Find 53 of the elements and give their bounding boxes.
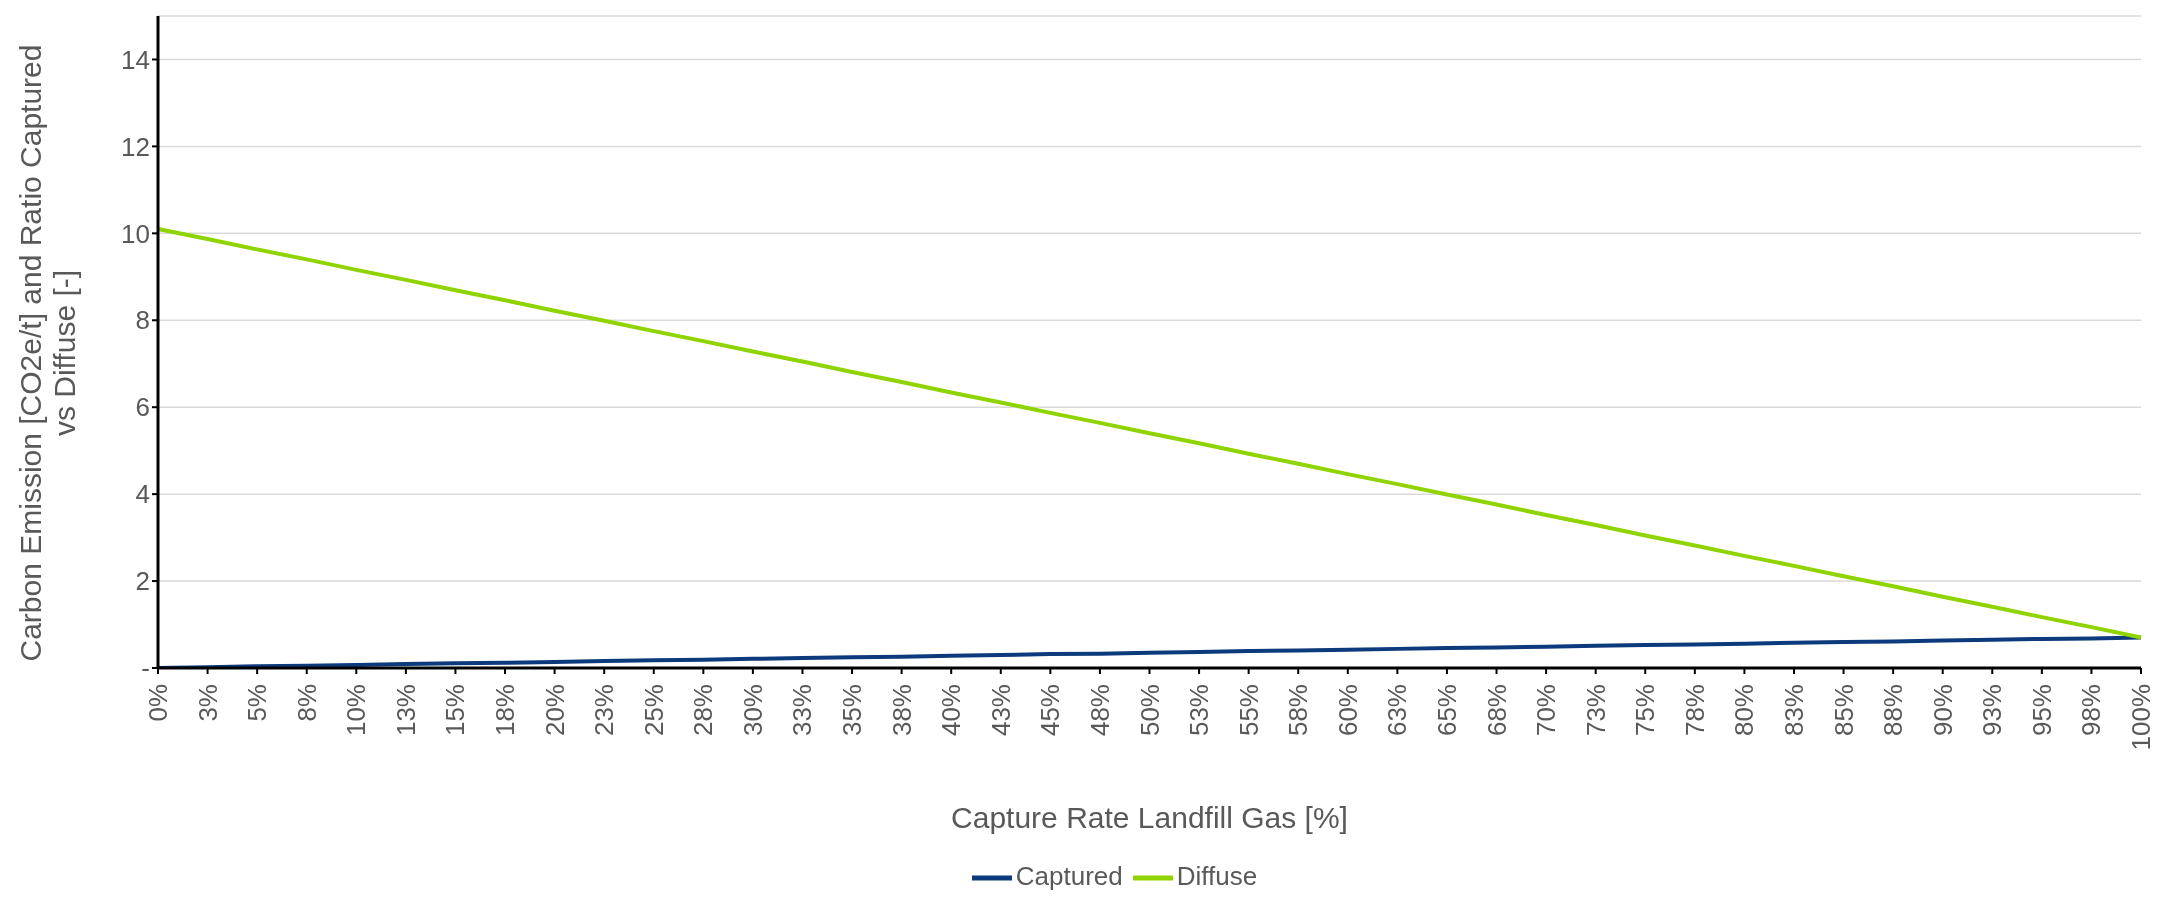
x-tick-label: 80% — [1729, 684, 1760, 737]
x-tick-label: 18% — [490, 684, 521, 737]
x-tick-label: 5% — [242, 684, 273, 722]
x-tick-label: 50% — [1134, 684, 1165, 737]
x-axis-title: Capture Rate Landfill Gas [%] — [951, 801, 1348, 834]
y-axis-title: Carbon Emission [CO2e/t] and Ratio Captured vs Diffuse [-] — [14, 43, 82, 664]
x-tick-label: 60% — [1332, 684, 1363, 737]
x-tick-label: 25% — [638, 684, 669, 737]
y-tick-label: 14 — [121, 44, 150, 75]
x-tick-label: 13% — [390, 684, 421, 737]
y-tick-label: 6 — [135, 392, 150, 423]
x-tick-label: 88% — [1878, 684, 1909, 737]
x-tick-label: 28% — [688, 684, 719, 737]
x-tick-label: 85% — [1828, 684, 1859, 737]
x-tick-label: 15% — [440, 684, 471, 737]
x-tick-label: 90% — [1927, 684, 1958, 737]
x-tick-label: 45% — [1035, 684, 1066, 737]
x-tick-label: 30% — [737, 684, 768, 737]
x-tick-label: 43% — [985, 684, 1016, 737]
x-tick-label: 93% — [1977, 684, 2008, 737]
y-tick-label: - — [141, 653, 150, 684]
x-tick-label: 58% — [1283, 684, 1314, 737]
x-tick-label: 53% — [1184, 684, 1215, 737]
x-tick-label: 55% — [1233, 684, 1264, 737]
x-tick-label: 23% — [589, 684, 620, 737]
x-tick-label: 3% — [192, 684, 223, 722]
x-tick-label: 95% — [2026, 684, 2057, 737]
x-tick-label: 68% — [1481, 684, 1512, 737]
x-tick-label: 65% — [1431, 684, 1462, 737]
x-tick-label: 70% — [1531, 684, 1562, 737]
x-tick-label: 20% — [539, 684, 570, 737]
x-tick-label: 10% — [341, 684, 372, 737]
x-tick-label: 78% — [1679, 684, 1710, 737]
y-tick-label: 2 — [135, 566, 150, 597]
y-tick-label: 10 — [121, 218, 150, 249]
y-tick-label: 8 — [135, 305, 150, 336]
x-tick-label: 8% — [291, 684, 322, 722]
y-tick-label: 12 — [121, 131, 150, 162]
x-tick-label: 38% — [886, 684, 917, 737]
x-tick-label: 98% — [2076, 684, 2107, 737]
legend-label: Captured — [1015, 860, 1123, 891]
x-tick-label: 0% — [143, 684, 173, 722]
legend-label: Diffuse — [1176, 860, 1258, 891]
x-tick-label: 83% — [1778, 684, 1809, 737]
y-tick-label: 4 — [135, 479, 150, 510]
x-tick-label: 40% — [936, 684, 967, 737]
x-tick-label: 33% — [787, 684, 818, 737]
x-tick-label: 48% — [1084, 684, 1115, 737]
x-tick-label: 75% — [1630, 684, 1661, 737]
x-tick-label: 73% — [1580, 684, 1611, 737]
x-tick-label: 35% — [837, 684, 868, 737]
x-tick-label: 100% — [2126, 684, 2156, 751]
x-tick-label: 63% — [1382, 684, 1413, 737]
